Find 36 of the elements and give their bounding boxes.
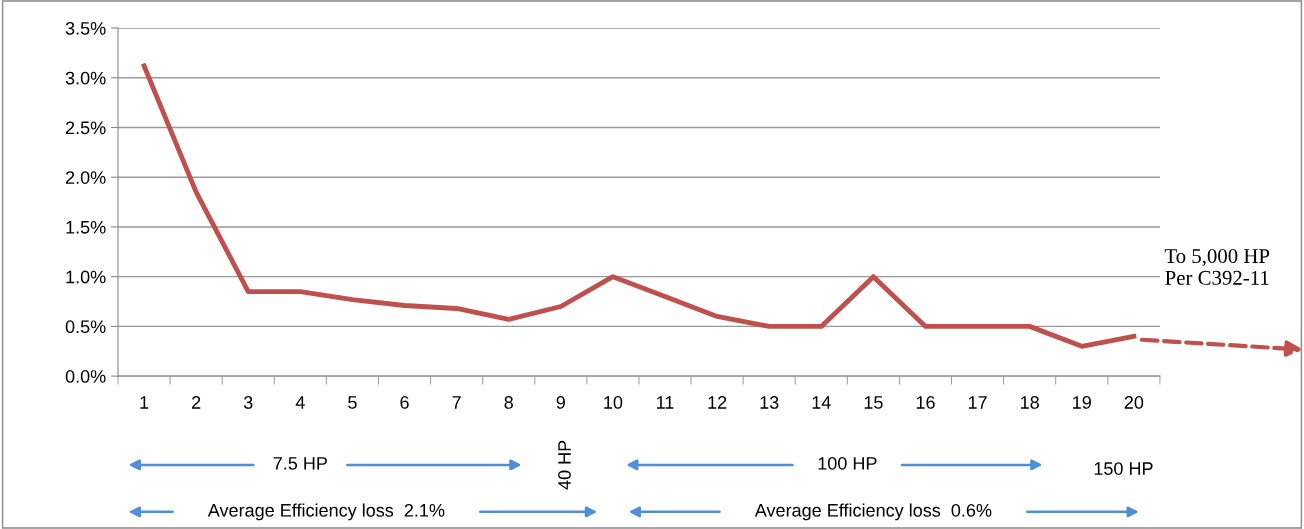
y-tick-label: 2.5% [65, 121, 106, 135]
text: 40 HP [558, 440, 571, 490]
text: Average Efficiency loss 2.1% [207, 503, 445, 521]
x-tick-label: 16 [916, 396, 935, 409]
text: 7.5 HP [273, 457, 327, 470]
x-tick-label: 5 [348, 396, 357, 409]
x-tick-label: 2 [192, 396, 201, 409]
text: To 5,000 HP Per C392-11 [1164, 249, 1270, 285]
y-tick-label: 1.5% [66, 220, 106, 234]
y-tick-label: 1.0% [66, 270, 106, 284]
x-tick-label: 3 [243, 396, 253, 409]
y-tick-label: 0.5% [65, 320, 106, 334]
y-tick-label: 3.0% [65, 71, 106, 85]
line-series [141, 63, 1137, 349]
x-tick-label: 14 [812, 396, 831, 409]
x-tick-label: 9 [556, 396, 565, 409]
x-tick-label: 11 [657, 396, 674, 409]
text: 100 HP [818, 456, 877, 470]
x-tick-label: 20 [1124, 396, 1144, 409]
x-tick-label: 6 [400, 396, 409, 409]
x-tick-label: 10 [604, 396, 623, 409]
text: Average Efficiency loss 0.6% [754, 503, 992, 521]
x-tick-label: 12 [708, 396, 727, 409]
x-tick-label: 19 [1073, 396, 1091, 409]
x-tick-label: 4 [295, 396, 305, 409]
x-tick-label: 18 [1021, 396, 1039, 409]
x-tick-label: 15 [864, 396, 883, 409]
x-tick-label: 1 [140, 396, 149, 409]
x-tick-label: 17 [968, 396, 987, 409]
y-tick-label: 2.0% [65, 171, 106, 184]
y-tick-label: 3.5% [65, 21, 106, 35]
x-tick-label: 8 [504, 396, 513, 409]
text: 150 HP [1094, 462, 1153, 475]
x-tick-label: 7 [452, 396, 461, 409]
x-tick-label: 13 [760, 396, 779, 409]
y-tick-label: 0.0% [65, 370, 106, 383]
